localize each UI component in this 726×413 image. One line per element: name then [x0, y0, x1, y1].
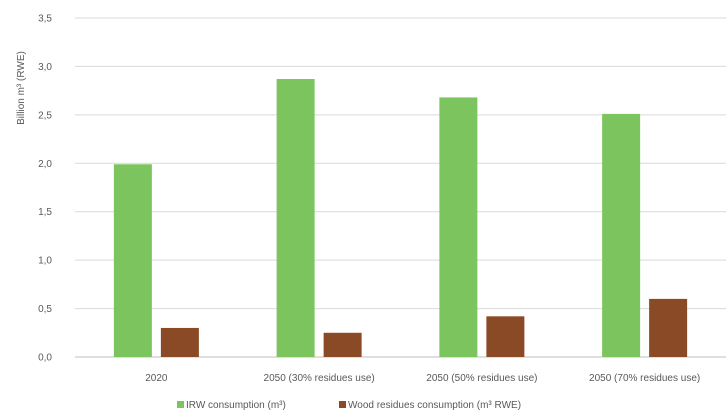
- x-axis-categories: 2020 2050 (30% residues use) 2050 (50% res…: [145, 373, 700, 384]
- bar-wood-residues: [486, 316, 525, 357]
- bar-wood-residues: [160, 327, 199, 357]
- y-tick-label: 3,0: [38, 62, 52, 73]
- legend-swatch: [177, 401, 184, 408]
- y-axis-label: Billion m³ (RWE): [16, 51, 27, 125]
- bar-wood-residues: [649, 298, 688, 357]
- y-tick-label: 2,0: [38, 159, 52, 170]
- bar-irw: [276, 79, 315, 358]
- legend-label: Wood residues consumption (m³ RWE): [348, 400, 521, 411]
- legend-swatch: [339, 401, 346, 408]
- y-tick-label: 3,5: [38, 14, 52, 25]
- y-tick-label: 0,0: [38, 353, 52, 364]
- x-category-label: 2020: [145, 373, 168, 384]
- y-tick-label: 2,5: [38, 110, 52, 121]
- y-tick-label: 1,0: [38, 256, 52, 267]
- y-tick-label: 1,5: [38, 207, 52, 218]
- bar-wood-residues: [323, 332, 362, 357]
- bar-irw: [113, 164, 152, 357]
- x-category-label: 2050 (70% residues use): [589, 373, 700, 384]
- x-category-label: 2050 (30% residues use): [264, 373, 375, 384]
- x-category-label: 2050 (50% residues use): [426, 373, 537, 384]
- legend: IRW consumption (m³) Wood residues consum…: [177, 400, 521, 411]
- legend-label: IRW consumption (m³): [186, 400, 286, 411]
- y-axis-ticks: 0,0 0,5 1,0 1,5 2,0 2,5 3,0 3,5: [38, 14, 52, 364]
- y-tick-label: 0,5: [38, 304, 52, 315]
- bar-irw: [602, 113, 641, 357]
- gridlines: [75, 17, 726, 358]
- bars: [113, 79, 688, 358]
- bar-irw: [439, 97, 478, 358]
